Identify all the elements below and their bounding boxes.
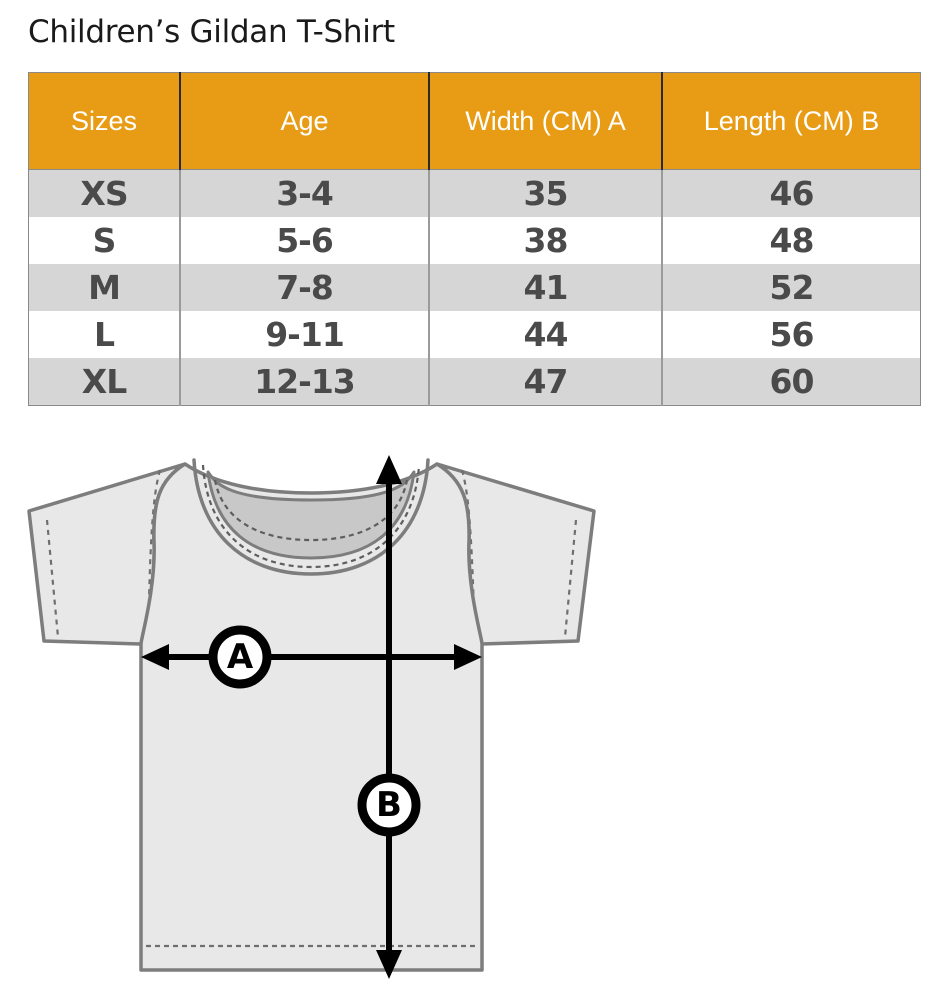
tshirt-measurement-diagram: A B — [27, 455, 596, 979]
column-header-age: Age — [180, 72, 430, 170]
page-title: Children’s Gildan T-Shirt — [28, 14, 395, 50]
cell-size: S — [28, 217, 181, 264]
column-header-sizes: Sizes — [28, 72, 181, 170]
width-marker-circle — [208, 625, 272, 689]
table-row: M 7-8 41 52 — [28, 264, 921, 311]
cell-width: 38 — [429, 217, 663, 264]
cell-width: 41 — [429, 264, 663, 311]
cell-size: L — [28, 311, 181, 358]
cell-width: 47 — [429, 358, 663, 406]
table-row: S 5-6 38 48 — [28, 217, 921, 264]
length-marker-circle — [357, 773, 421, 837]
cell-length: 56 — [662, 311, 921, 358]
size-chart-header: Sizes Age Width (CM) A Length (CM) B — [28, 72, 921, 170]
cell-age: 7-8 — [180, 264, 430, 311]
cell-size: XS — [28, 169, 181, 217]
collar-stitch-outer — [201, 464, 421, 569]
shirt-body — [139, 462, 484, 972]
width-arrow-right-head — [454, 644, 482, 670]
cell-size: M — [28, 264, 181, 311]
table-row: XS 3-4 35 46 — [28, 169, 921, 217]
table-row: L 9-11 44 56 — [28, 311, 921, 358]
cell-age: 5-6 — [180, 217, 430, 264]
size-chart-table: Sizes Age Width (CM) A Length (CM) B XS … — [28, 72, 921, 406]
cell-length: 52 — [662, 264, 921, 311]
collar-inner — [206, 470, 416, 560]
length-arrow-top-head — [376, 455, 402, 484]
length-arrow-bottom-head — [376, 950, 402, 979]
cell-length: 60 — [662, 358, 921, 406]
cell-length: 48 — [662, 217, 921, 264]
column-header-width: Width (CM) A — [429, 72, 663, 170]
table-row: XL 12-13 47 60 — [28, 358, 921, 406]
cell-size: XL — [28, 358, 181, 406]
size-chart-body: XS 3-4 35 46 S 5-6 38 48 M 7-8 41 52 L 9… — [28, 169, 921, 406]
collar-outer-edge — [192, 458, 430, 576]
width-arrow-left-head — [141, 644, 169, 670]
cell-age: 12-13 — [180, 358, 430, 406]
cell-width: 44 — [429, 311, 663, 358]
width-marker-label: A — [227, 637, 254, 677]
column-header-length: Length (CM) B — [662, 72, 921, 170]
cell-length: 46 — [662, 169, 921, 217]
cell-width: 35 — [429, 169, 663, 217]
table-header-row: Sizes Age Width (CM) A Length (CM) B — [28, 72, 921, 170]
cell-age: 9-11 — [180, 311, 430, 358]
cell-age: 3-4 — [180, 169, 430, 217]
length-marker-label: B — [376, 785, 402, 825]
